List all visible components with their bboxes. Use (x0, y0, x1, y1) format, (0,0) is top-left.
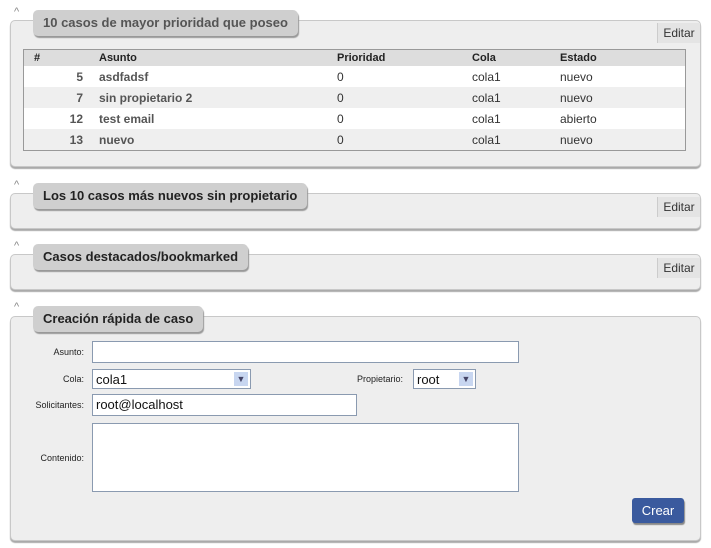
case-id[interactable]: 12 (69, 111, 83, 126)
requestors-label: Solicitantes: (35, 400, 84, 410)
chevron-down-icon[interactable]: ▼ (459, 372, 473, 386)
case-priority: 0 (327, 129, 462, 151)
queue-select[interactable]: cola1 ▼ (92, 369, 251, 389)
queue-label: Cola: (62, 374, 84, 384)
case-priority: 0 (327, 87, 462, 108)
collapse-icon[interactable]: ^ (14, 179, 20, 191)
case-priority: 0 (337, 111, 344, 126)
case-queue: cola1 (472, 69, 501, 84)
case-status: abierto (560, 111, 597, 126)
case-subject[interactable]: nuevo (89, 129, 327, 151)
table-row[interactable]: 12 test email 0 cola1 abierto (24, 108, 686, 129)
table-row[interactable]: 5 asdfadsf 0 cola1 nuevo (24, 66, 686, 87)
col-header-subject[interactable]: Asunto (89, 49, 327, 66)
case-id[interactable]: 5 (76, 69, 83, 84)
panel-title: Los 10 casos más nuevos sin propietario (33, 183, 308, 209)
collapse-icon[interactable]: ^ (14, 240, 20, 252)
table-row[interactable]: 13 nuevo 0 cola1 nuevo (23, 129, 686, 151)
subject-label: Asunto: (53, 347, 84, 357)
content-textarea[interactable] (92, 423, 519, 492)
case-subject[interactable]: test email (99, 111, 155, 126)
owner-select[interactable]: root ▼ (413, 369, 476, 389)
col-header-priority[interactable]: Prioridad (327, 49, 462, 66)
case-id[interactable]: 7 (23, 87, 89, 108)
subject-input[interactable] (92, 341, 519, 363)
case-status: nuevo (550, 87, 686, 108)
collapse-icon[interactable]: ^ (14, 301, 20, 313)
panel-title: 10 casos de mayor prioridad que poseo (33, 10, 298, 36)
edit-button[interactable]: Editar (657, 258, 700, 278)
chevron-down-icon[interactable]: ▼ (234, 372, 248, 386)
edit-button[interactable]: Editar (657, 197, 700, 217)
owner-label: Propietario: (356, 374, 403, 384)
case-subject[interactable]: sin propietario 2 (89, 87, 327, 108)
case-id[interactable]: 13 (23, 129, 89, 151)
col-header-status[interactable]: Estado (550, 49, 686, 66)
cases-table: # Asunto Prioridad Cola Estado 5 asdfadsf… (23, 49, 686, 151)
panel-title: Creación rápida de caso (33, 306, 204, 332)
col-header-id[interactable]: # (23, 49, 89, 66)
case-status: nuevo (560, 69, 593, 84)
table-row[interactable]: 7 sin propietario 2 0 cola1 nuevo (23, 87, 686, 108)
queue-value: cola1 (96, 372, 128, 387)
case-queue: cola1 (472, 111, 501, 126)
collapse-icon[interactable]: ^ (14, 6, 20, 18)
case-queue: cola1 (462, 129, 550, 151)
panel-title: Casos destacados/bookmarked (33, 244, 249, 270)
case-priority: 0 (337, 69, 344, 84)
col-header-queue[interactable]: Cola (462, 49, 550, 66)
case-queue: cola1 (462, 87, 550, 108)
content-label: Contenido: (40, 453, 84, 463)
create-button[interactable]: Crear (632, 498, 684, 523)
case-subject[interactable]: asdfadsf (99, 69, 149, 84)
owner-value: root (417, 372, 440, 387)
edit-button[interactable]: Editar (657, 23, 700, 43)
requestors-input[interactable]: root@localhost (92, 394, 357, 416)
case-status: nuevo (550, 129, 686, 151)
